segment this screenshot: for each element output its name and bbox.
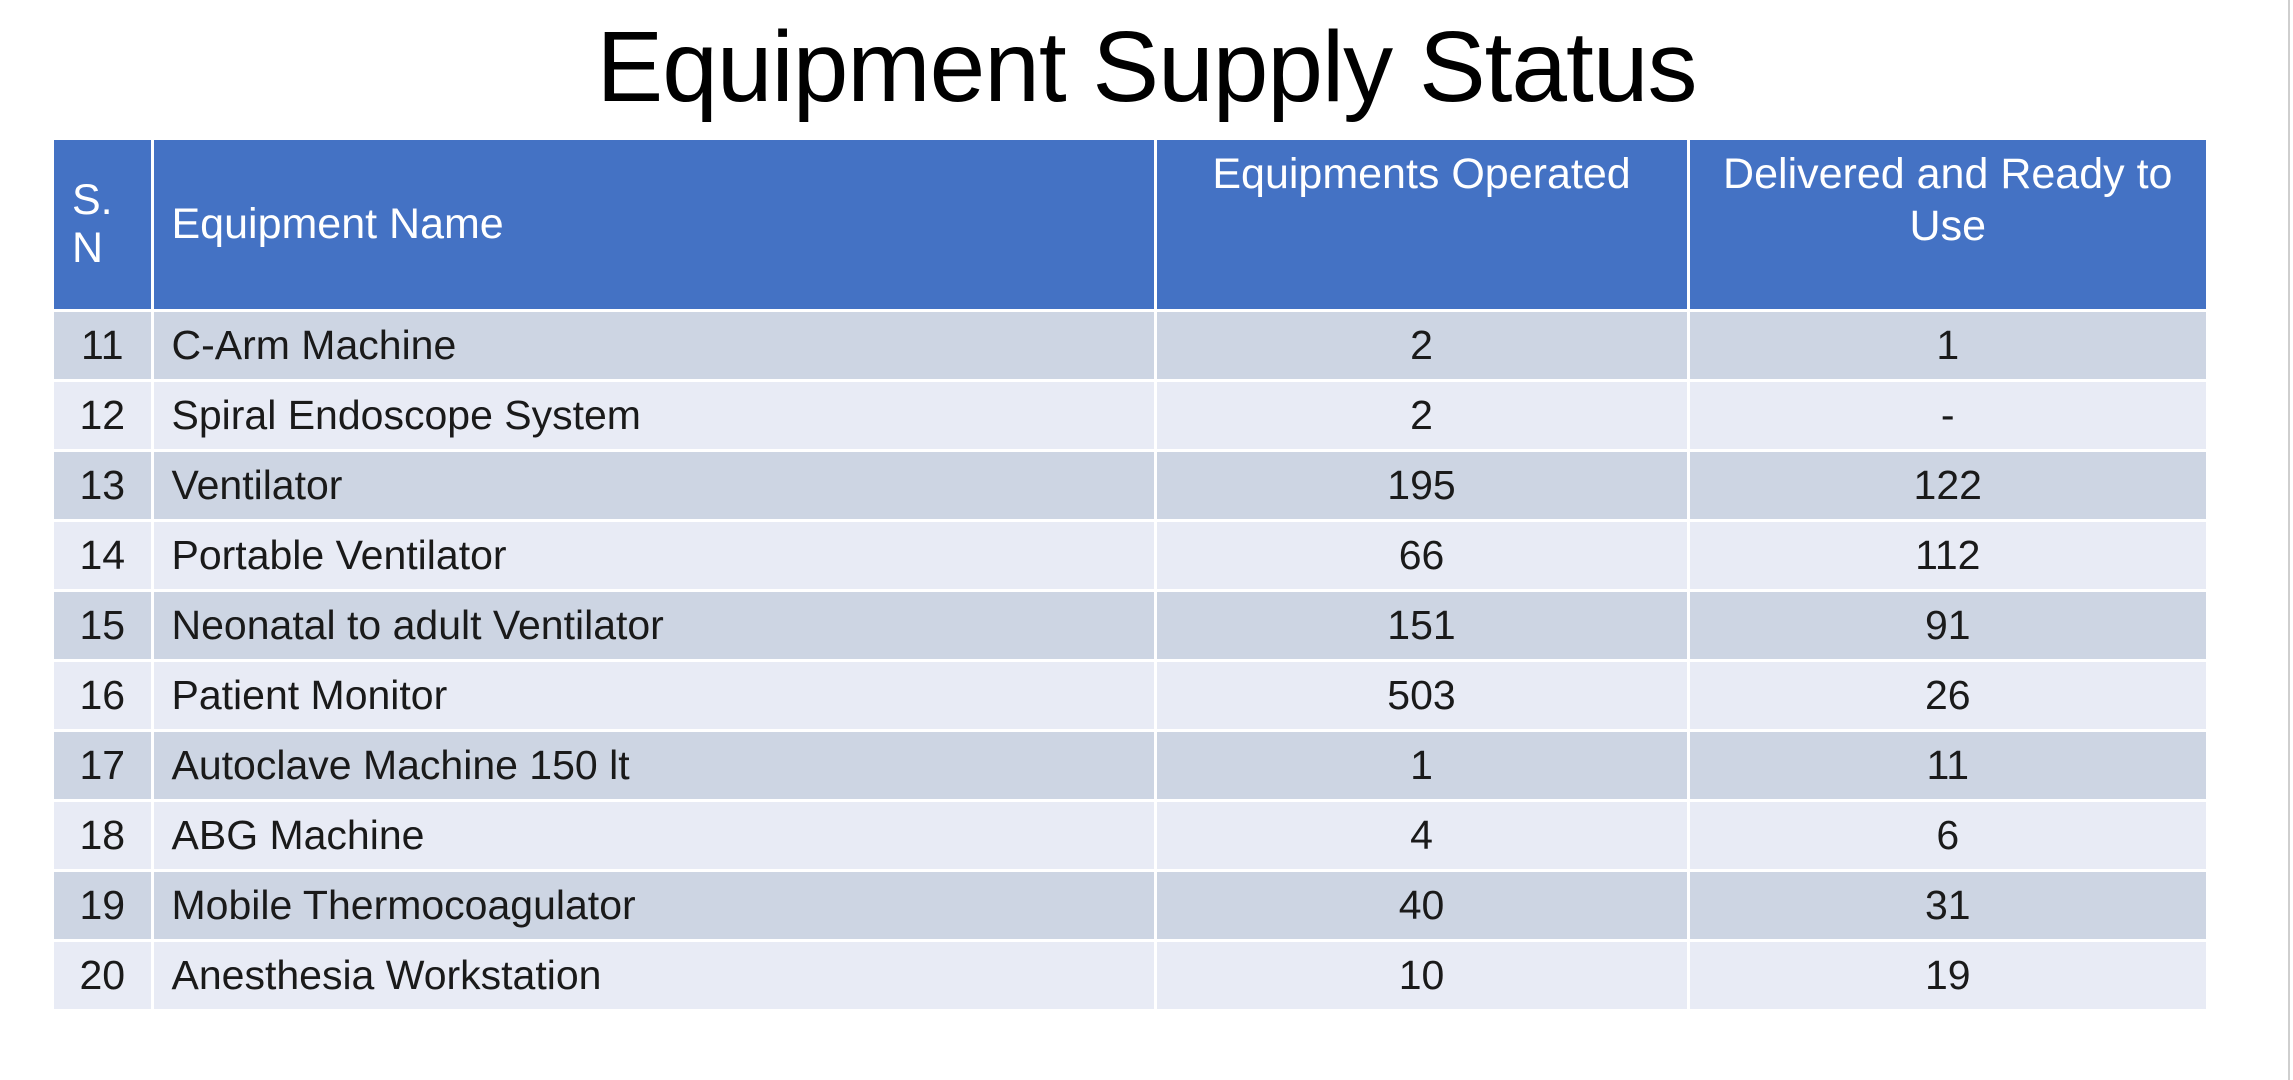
table-row: 14 Portable Ventilator 66 112 [54,518,2206,592]
cell-serial-number: 19 [54,868,154,942]
cell-equipments-operated: 195 [1153,448,1690,522]
table-row: 13 Ventilator 195 122 [54,448,2206,522]
table-row: 19 Mobile Thermocoagulator 40 31 [54,868,2206,942]
cell-serial-number: 11 [54,308,154,382]
cell-serial-number: 16 [54,658,154,732]
cell-equipments-operated: 2 [1153,308,1690,382]
cell-delivered-ready: 19 [1686,938,2206,1012]
cell-delivered-ready: - [1686,378,2206,452]
cell-equipments-operated: 10 [1153,938,1690,1012]
header-delivered-ready: Delivered and Ready to Use [1686,140,2206,312]
cell-serial-number: 12 [54,378,154,452]
cell-equipments-operated: 1 [1153,728,1690,802]
cell-equipment-name: Patient Monitor [150,658,1157,732]
cell-delivered-ready: 26 [1686,658,2206,732]
cell-equipments-operated: 66 [1153,518,1690,592]
cell-delivered-ready: 6 [1686,798,2206,872]
cell-serial-number: 20 [54,938,154,1012]
cell-equipment-name: Portable Ventilator [150,518,1157,592]
cell-equipments-operated: 2 [1153,378,1690,452]
cell-equipments-operated: 151 [1153,588,1690,662]
table-row: 18 ABG Machine 4 6 [54,798,2206,872]
cell-serial-number: 17 [54,728,154,802]
cell-delivered-ready: 91 [1686,588,2206,662]
cell-equipments-operated: 503 [1153,658,1690,732]
header-serial-number-line2: N [72,224,104,273]
slide-edge-divider [2288,0,2290,1080]
header-equipments-operated: Equipments Operated [1153,140,1690,312]
cell-equipment-name: Neonatal to adult Ventilator [150,588,1157,662]
cell-delivered-ready: 112 [1686,518,2206,592]
table-row: 16 Patient Monitor 503 26 [54,658,2206,732]
cell-serial-number: 15 [54,588,154,662]
cell-serial-number: 13 [54,448,154,522]
cell-serial-number: 18 [54,798,154,872]
cell-delivered-ready: 122 [1686,448,2206,522]
table-row: 11 C-Arm Machine 2 1 [54,308,2206,382]
cell-equipment-name: Autoclave Machine 150 lt [150,728,1157,802]
header-serial-number: S. N [54,140,154,312]
table-row: 20 Anesthesia Workstation 10 19 [54,938,2206,1012]
cell-delivered-ready: 31 [1686,868,2206,942]
cell-equipments-operated: 40 [1153,868,1690,942]
cell-equipments-operated: 4 [1153,798,1690,872]
table-row: 12 Spiral Endoscope System 2 - [54,378,2206,452]
cell-serial-number: 14 [54,518,154,592]
cell-equipment-name: Spiral Endoscope System [150,378,1157,452]
cell-equipment-name: Mobile Thermocoagulator [150,868,1157,942]
table-row: 17 Autoclave Machine 150 lt 1 11 [54,728,2206,802]
equipment-table: S. N Equipment Name Equipments Operated D… [54,140,2206,1012]
cell-equipment-name: Anesthesia Workstation [150,938,1157,1012]
cell-equipment-name: ABG Machine [150,798,1157,872]
cell-delivered-ready: 1 [1686,308,2206,382]
cell-delivered-ready: 11 [1686,728,2206,802]
cell-equipment-name: Ventilator [150,448,1157,522]
header-serial-number-line1: S. [72,176,113,225]
table-row: 15 Neonatal to adult Ventilator 151 91 [54,588,2206,662]
table-header-row: S. N Equipment Name Equipments Operated D… [54,140,2206,312]
header-equipment-name: Equipment Name [150,140,1157,312]
cell-equipment-name: C-Arm Machine [150,308,1157,382]
page-title: Equipment Supply Status [596,11,1698,123]
